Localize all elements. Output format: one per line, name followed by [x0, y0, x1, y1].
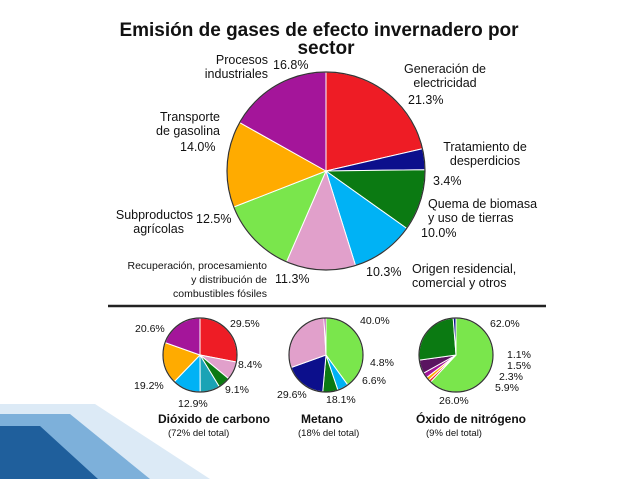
slide-corner-decoration [0, 404, 210, 479]
main-pie-outline [226, 71, 426, 271]
co2-labels: 20.6% 29.5% 8.4% 19.2% 9.1% 12.9% Dióxid… [134, 318, 270, 439]
label-quema-biomasa: Quema de biomasa y uso de tierras [428, 197, 537, 225]
pct-transporte-gasolina: 14.0% [180, 140, 215, 154]
pie-dioxido-de-carbono [162, 317, 238, 393]
pct-recuperacion-combustibles: 11.3% [275, 272, 310, 286]
ch4-labels: 40.0% 4.8% 6.6% 29.6% 18.1% Metano (18% … [277, 315, 394, 439]
n2o-labels: 62.0% 1.1% 1.5% 2.3% 5.9% 26.0% Óxido de… [416, 318, 531, 439]
ch4-pct-navy: 18.1% [326, 394, 356, 406]
n2o-pct-lime: 62.0% [490, 318, 520, 330]
main-pie-chart [226, 71, 426, 271]
co2-pct-cyan: 12.9% [178, 398, 208, 410]
n2o-pct-purple: 2.3% [499, 371, 523, 383]
ch4-share: (18% del total) [298, 428, 359, 439]
pie-oxido-de-nitrogeno [418, 317, 494, 393]
pct-procesos-industriales: 16.8% [273, 58, 308, 72]
pct-quema-biomasa: 10.0% [421, 226, 456, 240]
ch4-pie-outline [288, 317, 364, 393]
main-pie-labels: Procesos industriales 16.8% Generación de… [116, 53, 537, 300]
co2-pct-teal: 9.1% [225, 384, 249, 396]
label-subproductos-agricolas: Subproductos agrícolas [116, 208, 193, 236]
co2-pct-orange: 19.2% [134, 380, 164, 392]
pie-metano [288, 317, 364, 393]
label-recuperacion-combustibles: Recuperación, procesamiento y distribució… [128, 260, 268, 300]
n2o-share: (9% del total) [426, 428, 482, 439]
co2-pct-red: 29.5% [230, 318, 260, 330]
pct-tratamiento-desperdicios: 3.4% [433, 174, 462, 188]
n2o-pie-slice-5 [418, 317, 457, 361]
co2-share: (72% del total) [168, 428, 229, 439]
label-generacion-electricidad: Generación de electricidad [404, 62, 486, 90]
co2-pct-pink: 8.4% [238, 359, 262, 371]
n2o-pct-darkpurple: 5.9% [495, 382, 519, 394]
ch4-gas-name: Metano [301, 412, 343, 426]
pct-subproductos-agricolas: 12.5% [196, 212, 231, 226]
n2o-gas-name: Óxido de nitrógeno [416, 411, 526, 426]
label-origen-residencial: Origen residencial, comercial y otros [412, 262, 516, 290]
ch4-pct-lime: 40.0% [360, 315, 390, 327]
chart-title-line-2: sector [297, 38, 355, 59]
n2o-pie-outline [418, 317, 494, 393]
label-procesos-industriales: Procesos industriales [205, 53, 268, 81]
co2-pie-outline [162, 317, 238, 393]
n2o-pct-orange: 1.5% [507, 360, 531, 372]
n2o-pct-red: 1.1% [507, 349, 531, 361]
label-transporte-gasolina: Transporte de gasolina [156, 110, 220, 138]
co2-pct-purple: 20.6% [135, 323, 165, 335]
label-tratamiento-desperdicios: Tratamiento de desperdicios [443, 140, 527, 168]
pct-generacion-electricidad: 21.3% [408, 93, 443, 107]
co2-gas-name: Dióxido de carbono [158, 412, 270, 426]
pct-origen-residencial: 10.3% [366, 265, 401, 279]
ch4-pct-dgreen: 6.6% [362, 375, 386, 387]
ch4-pct-pink: 29.6% [277, 389, 307, 401]
ch4-pct-cyan: 4.8% [370, 357, 394, 369]
n2o-pct-dgreen: 26.0% [439, 395, 469, 407]
chart-title-line-1: Emisión de gases de efecto invernadero p… [119, 20, 519, 41]
